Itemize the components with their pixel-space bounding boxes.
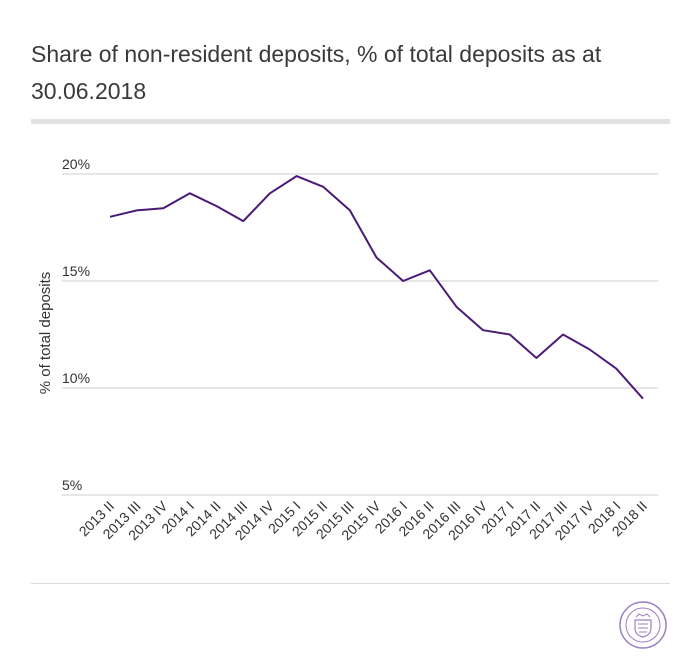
- data-point: [348, 208, 352, 212]
- series-layer: [108, 174, 645, 401]
- data-point: [241, 219, 245, 223]
- y-axis-label: % of total deposits: [37, 272, 54, 395]
- y-tick-label: 5%: [62, 477, 82, 493]
- data-point: [135, 208, 139, 212]
- data-point: [401, 279, 405, 283]
- data-point: [534, 356, 538, 360]
- data-point: [321, 185, 325, 189]
- y-axis-ticks: 20% 15% 10% 5%: [62, 156, 90, 493]
- chart-title: Share of non-resident deposits, % of tot…: [31, 41, 602, 104]
- series-line: [109, 175, 644, 400]
- data-point: [614, 367, 618, 371]
- data-point: [641, 397, 645, 401]
- data-point: [215, 204, 219, 208]
- y-tick-label: 10%: [62, 370, 90, 386]
- data-point: [561, 333, 565, 337]
- data-point: [454, 305, 458, 309]
- data-point: [428, 268, 432, 272]
- y-tick-label: 15%: [62, 263, 90, 279]
- gridlines: [62, 173, 658, 496]
- y-tick-label: 20%: [62, 156, 90, 172]
- data-point: [375, 255, 379, 259]
- data-point: [481, 328, 485, 332]
- data-point: [268, 191, 272, 195]
- bank-seal-logo: [619, 601, 667, 649]
- data-point: [295, 174, 299, 178]
- data-point: [508, 333, 512, 337]
- footer-divider: [31, 583, 670, 584]
- title-divider: [31, 119, 670, 124]
- data-point: [588, 347, 592, 351]
- data-point: [161, 206, 165, 210]
- data-point: [188, 191, 192, 195]
- data-point: [108, 215, 112, 219]
